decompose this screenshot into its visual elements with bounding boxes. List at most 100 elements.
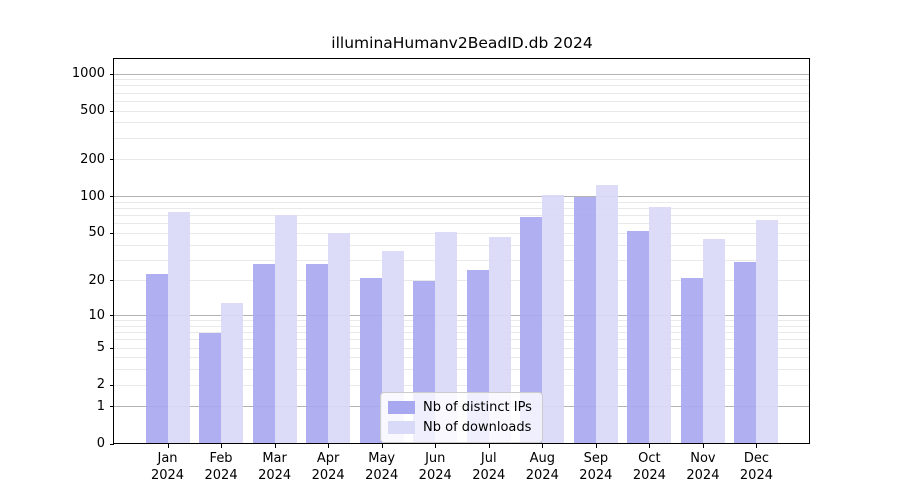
major-gridline [114, 196, 810, 198]
minor-gridline [114, 357, 810, 359]
bar-distinct-ips [145, 273, 168, 444]
y-tick-mark [110, 315, 114, 317]
x-tick-mark [702, 444, 704, 448]
bar-distinct-ips [734, 261, 757, 444]
x-tick-mark [756, 444, 758, 448]
minor-gridline [114, 369, 810, 371]
x-tick-year: 2024 [365, 467, 399, 483]
bar-downloads [221, 302, 244, 444]
x-tick-label: Jan 2024 [136, 451, 200, 484]
x-tick-label: Jul 2024 [457, 451, 521, 484]
x-tick-year: 2024 [632, 467, 666, 483]
bar-downloads [435, 232, 458, 444]
legend-label-distinct-ips: Nb of distinct IPs [423, 400, 532, 415]
x-tick-year: 2024 [418, 467, 452, 483]
x-tick-year: 2024 [150, 467, 185, 483]
minor-gridline [114, 79, 810, 81]
bar-downloads [274, 214, 297, 444]
legend-item-downloads: Nb of downloads [388, 419, 532, 436]
minor-gridline [114, 320, 810, 322]
x-tick-mark [221, 444, 223, 448]
x-tick-label: Nov 2024 [671, 451, 735, 484]
y-tick-mark [110, 384, 114, 386]
bar-downloads [167, 212, 190, 444]
x-tick-year: 2024 [311, 467, 345, 483]
y-tick-label: 20 [88, 272, 105, 288]
x-tick-month: Dec [743, 451, 770, 466]
minor-gridline [114, 244, 810, 246]
y-tick-mark [110, 232, 114, 234]
y-tick-mark [110, 443, 114, 445]
x-tick-mark [435, 444, 437, 448]
minor-gridline [114, 325, 810, 327]
bar-downloads [756, 219, 779, 444]
x-tick-label: Aug 2024 [510, 451, 574, 484]
legend-label-downloads: Nb of downloads [423, 420, 532, 435]
bar-downloads [702, 238, 725, 444]
x-tick-month: Feb [209, 451, 233, 466]
bar-distinct-ips [573, 196, 596, 444]
x-tick-label: Oct 2024 [617, 451, 681, 484]
x-tick-year: 2024 [525, 467, 559, 483]
x-tick-year: 2024 [258, 467, 292, 483]
x-tick-label: Apr 2024 [296, 451, 360, 484]
x-tick-month: Nov [690, 451, 716, 466]
x-tick-year: 2024 [579, 467, 613, 483]
x-tick-mark [542, 444, 544, 448]
y-tick-label: 1 [96, 398, 105, 414]
minor-gridline [114, 280, 810, 282]
legend-swatch-distinct-ips [388, 401, 415, 414]
minor-gridline [114, 137, 810, 139]
minor-gridline [114, 159, 810, 161]
bar-distinct-ips [306, 263, 329, 444]
minor-gridline [114, 339, 810, 341]
major-gridline [114, 315, 810, 317]
legend: Nb of distinct IPs Nb of downloads [380, 392, 543, 443]
x-tick-month: Jul [480, 451, 497, 466]
x-tick-mark [488, 444, 490, 448]
x-tick-month: May [368, 451, 396, 466]
x-tick-label: Sep 2024 [564, 451, 628, 484]
y-tick-label: 500 [80, 103, 105, 119]
x-tick-month: Sep [583, 451, 609, 466]
bar-downloads [328, 233, 351, 444]
x-tick-label: Dec 2024 [724, 451, 788, 484]
x-tick-mark [167, 444, 169, 448]
bar-downloads [595, 184, 618, 444]
x-tick-month: Jan [157, 451, 178, 466]
y-tick-label: 200 [80, 151, 105, 167]
minor-gridline [114, 384, 810, 386]
x-tick-label: Jun 2024 [403, 451, 467, 484]
x-tick-month: Mar [262, 451, 287, 466]
x-tick-mark [649, 444, 651, 448]
x-tick-label: Feb 2024 [189, 451, 253, 484]
minor-gridline [114, 122, 810, 124]
legend-item-distinct-ips: Nb of distinct IPs [388, 399, 532, 416]
y-tick-mark [110, 110, 114, 112]
x-tick-mark [381, 444, 383, 448]
y-tick-label: 2 [96, 377, 105, 393]
minor-gridline [114, 208, 810, 210]
x-tick-mark [328, 444, 330, 448]
bar-distinct-ips [680, 278, 703, 444]
minor-gridline [114, 85, 810, 87]
minor-gridline [114, 347, 810, 349]
x-tick-mark [595, 444, 597, 448]
legend-swatch-downloads [388, 421, 415, 434]
minor-gridline [114, 201, 810, 203]
bar-downloads [542, 194, 565, 444]
y-tick-label: 1000 [71, 66, 105, 81]
x-tick-year: 2024 [739, 467, 773, 483]
x-tick-label: May 2024 [350, 451, 414, 484]
minor-gridline [114, 259, 810, 261]
minor-gridline [114, 223, 810, 225]
x-tick-month: Aug [529, 451, 555, 466]
bar-distinct-ips [199, 332, 222, 444]
minor-gridline [114, 100, 810, 102]
y-tick-mark [110, 196, 114, 198]
x-tick-month: Oct [638, 451, 661, 466]
x-tick-month: Jun [425, 451, 446, 466]
x-tick-year: 2024 [204, 467, 238, 483]
y-tick-mark [110, 280, 114, 282]
y-tick-label: 5 [96, 340, 105, 356]
